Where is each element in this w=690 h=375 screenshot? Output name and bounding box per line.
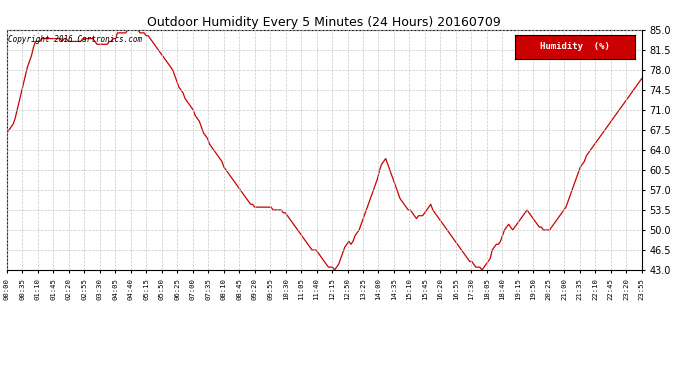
Title: Outdoor Humidity Every 5 Minutes (24 Hours) 20160709: Outdoor Humidity Every 5 Minutes (24 Hou… xyxy=(148,16,501,29)
Text: Copyright 2016 Cartronics.com: Copyright 2016 Cartronics.com xyxy=(8,35,142,44)
